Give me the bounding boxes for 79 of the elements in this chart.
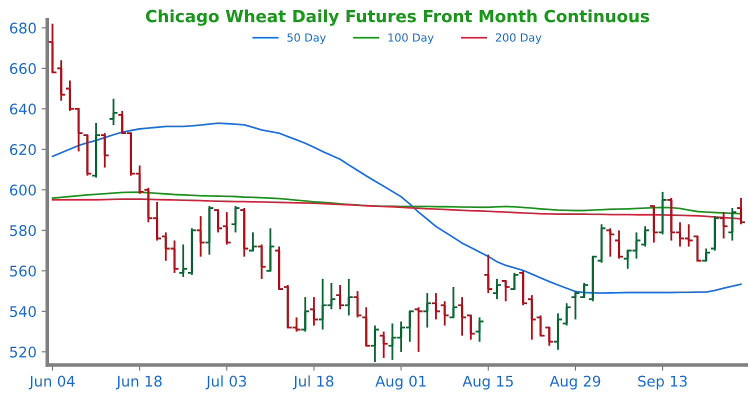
candlestick	[580, 282, 588, 298]
candlestick	[48, 22, 56, 74]
candlestick	[502, 280, 510, 302]
candlestick	[258, 244, 266, 280]
candlestick	[240, 207, 248, 258]
candlestick	[519, 270, 528, 306]
candlestick	[336, 284, 344, 310]
candlestick	[650, 205, 658, 244]
candlestick	[476, 316, 484, 343]
candlestick	[179, 244, 188, 278]
candlestick	[100, 132, 109, 168]
candlestick	[188, 227, 196, 276]
candlestick	[354, 290, 362, 318]
legend-label: 50 Day	[287, 33, 326, 44]
candlestick	[536, 314, 545, 337]
candlestick	[222, 211, 231, 246]
candlestick	[57, 59, 66, 102]
candlestick	[310, 296, 318, 326]
candlestick	[423, 292, 432, 328]
candlestick	[554, 312, 562, 351]
candlestick	[606, 227, 614, 258]
candlestick	[615, 229, 623, 260]
y-tick-label: 660	[10, 63, 36, 74]
candlestick	[301, 296, 310, 332]
x-tick-label: Sep 13	[638, 376, 687, 390]
legend-label: 200 Day	[496, 33, 542, 44]
candlestick	[432, 292, 440, 320]
candlestick	[710, 215, 719, 252]
candlestick	[110, 98, 118, 126]
candlestick	[571, 290, 580, 320]
candlestick	[92, 122, 100, 179]
x-tick-label: Jun 18	[116, 376, 162, 390]
candlestick	[83, 134, 92, 177]
candlestick	[362, 306, 370, 347]
x-tick-label: Aug 01	[375, 376, 426, 390]
x-tick-label: Aug 29	[550, 376, 600, 390]
candlestick	[641, 225, 650, 248]
candlestick	[196, 215, 205, 258]
legend-label: 100 Day	[388, 33, 434, 44]
candlestick	[510, 272, 518, 290]
y-tick-label: 540	[10, 306, 36, 318]
candlestick	[528, 294, 536, 341]
candlestick	[440, 300, 449, 326]
candlestick	[598, 223, 606, 264]
candlestick	[737, 197, 745, 226]
candlestick	[232, 205, 240, 234]
candlestick	[728, 207, 736, 242]
y-tick-label: 620	[10, 144, 36, 156]
y-tick-label: 520	[10, 346, 36, 358]
x-tick-label: Jul 03	[206, 375, 246, 390]
candlestick	[344, 278, 353, 316]
y-tick-label: 600	[10, 184, 36, 196]
candlestick	[693, 235, 702, 262]
chart-title: Chicago Wheat Daily Futures Front Month Continuous	[146, 10, 650, 26]
x-tick-label: Aug 15	[462, 376, 513, 390]
candlestick	[449, 286, 458, 318]
x-tick-label: Jun 04	[28, 376, 75, 390]
y-tick-label: 640	[10, 104, 36, 115]
y-tick-label: 580	[10, 225, 36, 236]
candlestick	[458, 296, 466, 337]
candlestick	[493, 278, 501, 300]
candlestick	[371, 324, 379, 363]
candlestick	[720, 211, 728, 240]
candlestick	[248, 231, 257, 252]
y-tick-label: 680	[10, 22, 36, 34]
candlestick	[214, 209, 222, 234]
candlestick	[414, 306, 422, 353]
y-tick-label: 560	[10, 266, 36, 277]
candlestick	[466, 314, 475, 341]
candlestick	[658, 190, 667, 236]
candlestick	[266, 227, 274, 272]
candlestick	[562, 302, 571, 326]
candlestick	[205, 205, 214, 256]
candlestick	[484, 254, 492, 294]
candlestick	[380, 330, 388, 359]
candlestick	[588, 256, 597, 302]
candlestick	[545, 326, 554, 347]
x-tick-label: Jul 18	[292, 375, 334, 390]
candlestick	[702, 248, 710, 262]
